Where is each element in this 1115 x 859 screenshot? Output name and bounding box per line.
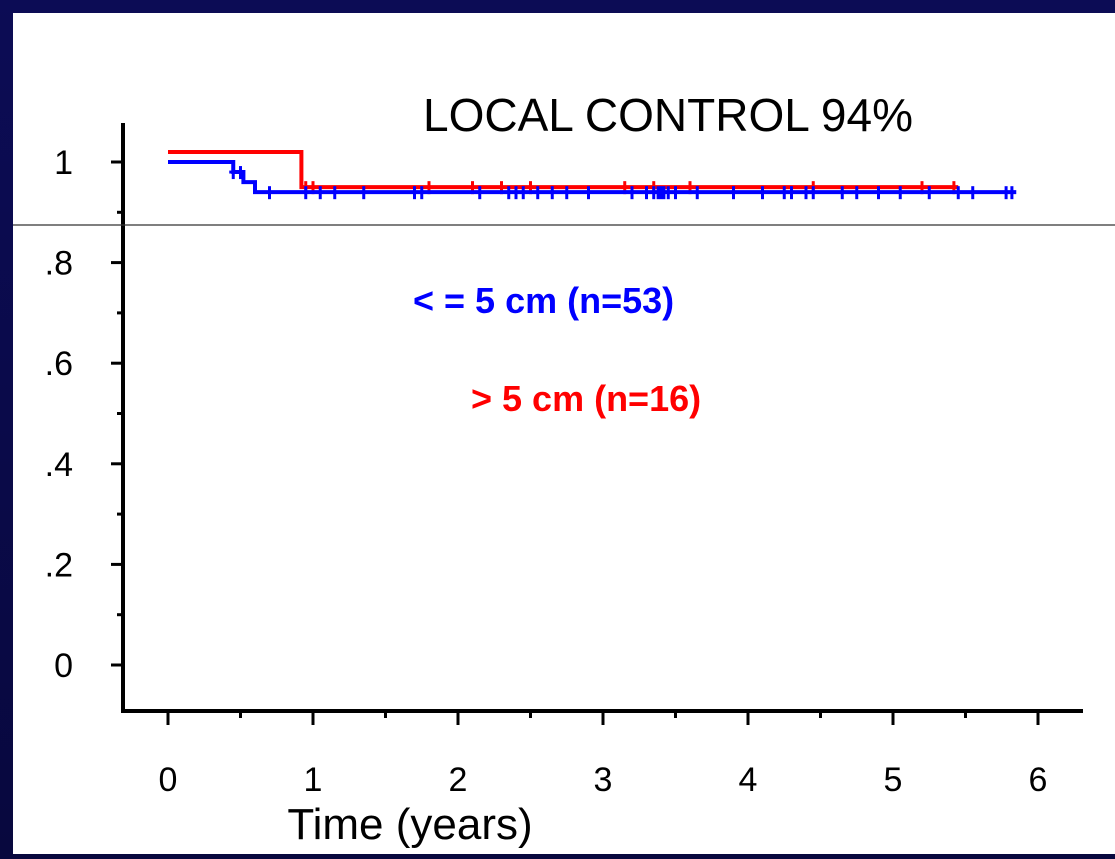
censor-mark-blue: [671, 186, 680, 200]
censor-mark-blue: [664, 186, 673, 200]
censor-mark-blue: [519, 186, 528, 200]
censor-mark-blue: [802, 186, 810, 200]
censor-mark-blue: [301, 186, 310, 200]
series-group: [168, 149, 1017, 200]
censor-mark-blue: [316, 186, 325, 200]
censor-mark-blue: [562, 186, 571, 200]
censor-mark-blue: [925, 186, 934, 200]
censor-mark-blue: [512, 186, 520, 200]
censor-mark-blue: [758, 186, 767, 200]
censor-mark-blue: [504, 186, 513, 200]
censor-mark-blue: [809, 186, 818, 200]
x-axis-label: Time (years): [287, 800, 532, 849]
censor-mark-blue: [236, 166, 245, 180]
censor-mark-blue: [410, 186, 419, 200]
censor-mark-blue: [954, 186, 963, 200]
x-tick-label: 6: [1029, 761, 1048, 799]
censor-mark-blue: [584, 186, 593, 200]
censor-mark-blue: [729, 186, 738, 200]
series-line-red: [168, 149, 959, 190]
censor-mark-blue: [787, 186, 796, 200]
x-tick-label: 1: [304, 761, 323, 799]
x-tick-label: 0: [159, 761, 178, 799]
km-chart: LOCAL CONTROL 94% 0 1 2 3 4 5 6 0 .2 .4 .6 .8 1 < = …: [13, 89, 1115, 849]
x-tick-label: 3: [594, 761, 613, 799]
censor-mark-blue: [852, 186, 861, 200]
censor-mark-blue: [1007, 186, 1016, 200]
chart-panel: LOCAL CONTROL 94% 0 1 2 3 4 5 6 0 .2 .4 .6 .8 1 < = …: [13, 13, 1115, 854]
censor-mark-blue: [330, 186, 339, 200]
censor-mark-blue: [229, 166, 238, 180]
y-tick-label: .6: [45, 345, 73, 383]
censor-mark-blue: [693, 186, 702, 200]
y-tick-label: .2: [45, 546, 73, 584]
censor-mark-blue: [838, 186, 847, 200]
censor-mark-blue: [475, 186, 484, 200]
y-tick-label: 1: [54, 144, 73, 182]
censor-mark-blue: [896, 186, 905, 200]
series-line-blue: [168, 160, 1017, 195]
x-tick-label: 4: [739, 761, 758, 799]
censor-mark-blue: [780, 186, 789, 200]
censor-mark-blue: [359, 186, 368, 200]
censor-mark-blue: [968, 186, 977, 200]
censor-mark-blue: [417, 186, 426, 200]
legend-red-label: > 5 cm (n=16): [471, 378, 701, 419]
censor-mark-blue: [874, 186, 883, 200]
x-tick-label: 5: [884, 761, 903, 799]
chart-title: LOCAL CONTROL 94%: [423, 89, 913, 141]
censor-mark-blue: [642, 186, 651, 200]
censor-mark-blue: [628, 186, 636, 200]
censor-mark-blue: [533, 186, 542, 200]
tick-group: 0 1 2 3 4 5 6 0 .2 .4 .6 .8 1: [45, 144, 1048, 799]
y-tick-label: .8: [45, 245, 73, 283]
censor-mark-blue: [265, 186, 274, 200]
y-tick-label: 0: [54, 647, 73, 685]
censor-mark-blue: [548, 186, 557, 200]
legend-blue-label: < = 5 cm (n=53): [413, 280, 674, 321]
x-tick-label: 2: [449, 761, 468, 799]
y-tick-label: .4: [45, 446, 73, 484]
